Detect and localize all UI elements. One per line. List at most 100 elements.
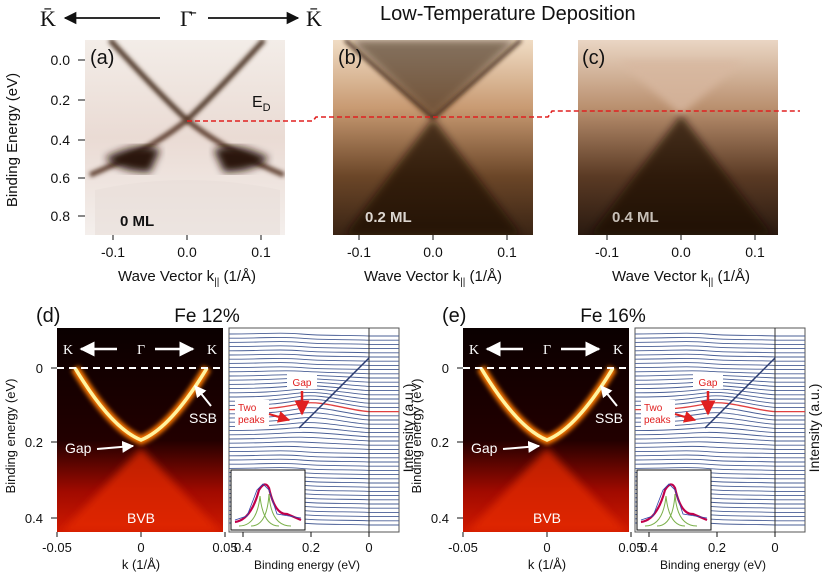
panel-tag: (e)	[442, 305, 466, 327]
two-peaks-arrow-icon	[674, 411, 697, 423]
x-tick-label: -0.1	[347, 244, 371, 260]
gap-arrow-icon	[502, 440, 541, 453]
gamma-label: Γ	[137, 343, 145, 358]
ssb-arrow-icon	[194, 385, 212, 407]
k-label-right: K	[207, 343, 217, 358]
x-axis: -0.1 0.0 0.1 Wave Vector k|| (1/Å)	[347, 235, 517, 288]
y-tick-label: 0.8	[51, 208, 71, 224]
y-tick-label: 0.4	[431, 511, 449, 526]
y-tick-label: 0.2	[51, 92, 71, 108]
k-label-left: K	[63, 343, 73, 358]
panel-title: Fe 16%	[580, 306, 646, 327]
x-tick-label: 0.1	[251, 244, 271, 260]
x-axis-label: k (1/Å)	[122, 557, 160, 572]
y-tick-label: 0.4	[25, 511, 43, 526]
header: K̄ Γ̄ K̄ Low-Temperature Deposition	[40, 3, 636, 31]
y-axis-label: Binding energy (eV)	[409, 379, 424, 494]
panel-c: (c) 0.4 ML	[578, 40, 778, 235]
x-tick-label: 0.05	[212, 540, 237, 555]
k-label-right: K	[613, 343, 623, 358]
two-peaks-arrow-icon	[268, 411, 291, 423]
y-axis-label: Binding Energy (eV)	[4, 73, 21, 207]
x-tick-label: 0	[771, 540, 778, 555]
y-tick-label: 0	[36, 361, 43, 376]
edc-x-axis-label: Binding energy (eV)	[254, 558, 360, 572]
edc-x-axis-label: Binding energy (eV)	[660, 558, 766, 572]
x-tick-label: 0.4	[234, 540, 252, 555]
k-label-left: K	[469, 343, 479, 358]
panel-tag: (a)	[90, 47, 114, 69]
panel-tag: (d)	[36, 305, 60, 327]
dirac-label: ED	[252, 94, 271, 114]
x-tick-label: 0.0	[423, 244, 443, 260]
gap-label: Gap	[65, 440, 92, 456]
ssb-trace	[704, 357, 776, 429]
fit-data	[640, 483, 708, 521]
y-tick-label: 0.4	[51, 132, 71, 148]
x-axis: -0.1 0.0 0.1 Wave Vector k|| (1/Å)	[101, 235, 271, 288]
ssb-label: SSB	[595, 410, 623, 426]
x-tick-label: 0.2	[302, 540, 320, 555]
x-tick-label: 0	[543, 540, 550, 555]
intensity-label: Intensity (a.u.)	[806, 384, 822, 473]
gap-label: Gap	[471, 440, 498, 456]
x-tick-label: -0.05	[448, 540, 478, 555]
k-bar-right: K̄	[306, 6, 322, 31]
panel-tag: (b)	[338, 47, 362, 69]
x-tick-label: 0.4	[640, 540, 658, 555]
two-peaks-label-1: Two	[644, 403, 663, 414]
x-axis-label: Wave Vector k|| (1/Å)	[612, 268, 750, 288]
ssb-arrow-icon	[600, 385, 618, 407]
x-tick-label: -0.1	[101, 244, 125, 260]
y-tick-label: 0	[442, 361, 449, 376]
bvb-label: BVB	[533, 510, 561, 526]
y-tick-label: 0.2	[25, 435, 43, 450]
edc-gap-label: Gap	[293, 378, 312, 389]
x-tick-label: 0.0	[671, 244, 691, 260]
y-tick-label: 0.6	[51, 170, 71, 186]
panel-a: (a) 0 ML	[85, 40, 285, 235]
ssb-trace	[298, 357, 370, 429]
x-tick-label: 0.0	[177, 244, 197, 260]
x-tick-label: 0	[365, 540, 372, 555]
page-title: Low-Temperature Deposition	[380, 3, 636, 25]
two-peaks-label-2: peaks	[238, 415, 265, 426]
x-axis-label: Wave Vector k|| (1/Å)	[364, 268, 502, 288]
two-peaks-label-2: peaks	[644, 415, 671, 426]
panel-e: K Γ K Gap SSB BVB (e) Fe 16% Binding energy (eV)…	[409, 305, 822, 572]
panel-tag: (c)	[582, 47, 605, 69]
dirac-point-line: ED	[187, 94, 800, 122]
panel-title: Fe 12%	[174, 306, 240, 327]
fit-component-1	[238, 495, 280, 527]
x-tick-label: 0.1	[497, 244, 517, 260]
fit-component-1	[644, 495, 686, 527]
coverage-label: 0.2 ML	[365, 209, 412, 226]
panel-d: K Γ K Gap SSB BVB (d) Fe 12% Binding energy (eV)…	[3, 305, 416, 572]
x-tick-label: 0.2	[708, 540, 726, 555]
gamma-label: Γ	[543, 343, 551, 358]
gap-arrow-icon	[96, 440, 135, 453]
panel-b: (b) 0.2 ML	[333, 40, 533, 235]
top-x-axes: -0.1 0.0 0.1 Wave Vector k|| (1/Å) -0.1 0.0 0.…	[101, 235, 765, 288]
intensity-label: Intensity (a.u.)	[400, 384, 416, 473]
two-peaks-label-1: Two	[238, 403, 257, 414]
y-tick-label: 0.0	[51, 52, 71, 68]
x-tick-label: -0.1	[595, 244, 619, 260]
gamma-bar: Γ̄	[180, 6, 197, 31]
x-axis-label: Wave Vector k|| (1/Å)	[118, 268, 256, 288]
fit-component-2	[250, 493, 292, 527]
ssb-label: SSB	[189, 410, 217, 426]
x-tick-label: 0.1	[745, 244, 765, 260]
x-axis-label: k (1/Å)	[528, 557, 566, 572]
coverage-label: 0.4 ML	[612, 209, 659, 226]
y-axis-label: Binding energy (eV)	[3, 379, 18, 494]
x-axis: -0.1 0.0 0.1 Wave Vector k|| (1/Å)	[595, 235, 765, 288]
edc-gap-label: Gap	[699, 378, 718, 389]
bvb-label: BVB	[127, 510, 155, 526]
fit-component-2	[656, 493, 698, 527]
fit-data	[234, 483, 302, 521]
top-y-axis: Binding Energy (eV) 0.0 0.2 0.4 0.6 0.8	[4, 52, 85, 224]
x-tick-label: -0.05	[42, 540, 72, 555]
x-tick-label: 0.05	[618, 540, 643, 555]
